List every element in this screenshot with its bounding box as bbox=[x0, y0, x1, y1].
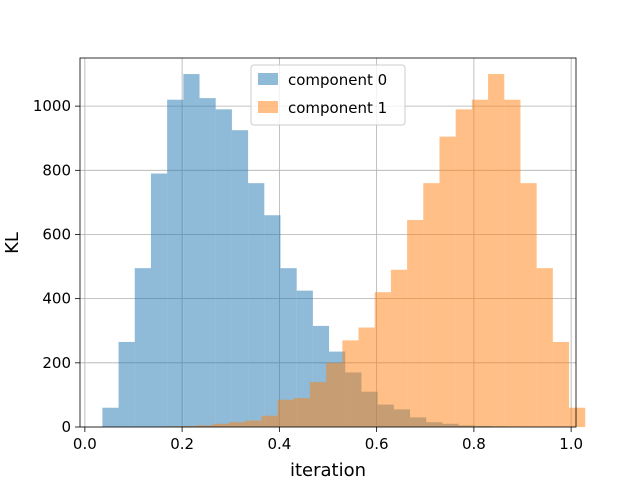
histogram-bar-component-1 bbox=[488, 74, 504, 427]
histogram-bar-component-0 bbox=[102, 408, 118, 427]
histogram-bar-component-1 bbox=[440, 137, 456, 427]
y-tick-label: 1000 bbox=[33, 97, 71, 115]
legend-label-component-1: component 1 bbox=[288, 99, 387, 117]
histogram-bar-component-1 bbox=[569, 408, 585, 427]
histogram-bar-component-0 bbox=[248, 183, 264, 427]
histogram-bar-component-1 bbox=[326, 363, 342, 427]
histogram-bar-component-1 bbox=[359, 328, 375, 427]
x-tick-label: 0.8 bbox=[462, 435, 486, 453]
histogram-bar-component-1 bbox=[553, 342, 569, 427]
histogram-bar-component-0 bbox=[216, 109, 232, 427]
histogram-bar-component-1 bbox=[245, 421, 261, 427]
histogram-bar-component-1 bbox=[472, 100, 488, 427]
y-tick-label: 600 bbox=[42, 225, 71, 243]
histogram-bar-component-1 bbox=[375, 292, 391, 427]
histogram-bar-component-1 bbox=[423, 183, 439, 427]
histogram-bar-component-1 bbox=[342, 340, 358, 427]
y-tick-label: 400 bbox=[42, 290, 71, 308]
x-tick-label: 0.4 bbox=[267, 435, 291, 453]
y-tick-label: 800 bbox=[42, 161, 71, 179]
legend-label-component-0: component 0 bbox=[288, 71, 387, 89]
y-tick-label: 0 bbox=[61, 418, 71, 436]
legend: component 0 component 1 bbox=[251, 65, 405, 125]
histogram-bar-component-0 bbox=[232, 130, 248, 427]
legend-swatch-component-0 bbox=[258, 73, 278, 85]
histogram-bar-component-0 bbox=[167, 100, 183, 427]
histogram-bar-component-1 bbox=[278, 400, 294, 427]
x-tick-label: 1.0 bbox=[559, 435, 583, 453]
histogram-bar-component-1 bbox=[456, 109, 472, 427]
histogram-bar-component-1 bbox=[520, 183, 536, 427]
histogram-bar-component-0 bbox=[151, 174, 167, 427]
histogram-bar-component-0 bbox=[135, 268, 151, 427]
x-tick-label: 0.0 bbox=[73, 435, 97, 453]
x-tick-label: 0.2 bbox=[170, 435, 194, 453]
histogram-bar-component-0 bbox=[264, 215, 280, 427]
y-tick-label: 200 bbox=[42, 354, 71, 372]
histogram-bar-component-0 bbox=[119, 342, 135, 427]
x-axis-label: iteration bbox=[290, 460, 366, 480]
histogram-bar-component-1 bbox=[537, 268, 553, 427]
histogram-bar-component-1 bbox=[229, 422, 245, 427]
x-axis-ticks: 0.0 0.2 0.4 0.6 0.8 1.0 bbox=[73, 427, 583, 453]
y-axis-ticks: 0 200 400 600 800 1000 bbox=[33, 97, 80, 436]
histogram-bar-component-1 bbox=[310, 382, 326, 427]
histogram-bar-component-1 bbox=[294, 398, 310, 427]
histogram-bar-component-1 bbox=[391, 270, 407, 427]
histogram-bar-component-0 bbox=[200, 98, 216, 427]
x-tick-label: 0.6 bbox=[365, 435, 389, 453]
y-axis-label: KL bbox=[2, 232, 23, 254]
histogram-bar-component-1 bbox=[213, 424, 229, 427]
histogram-bar-component-1 bbox=[261, 416, 277, 427]
histogram-bar-component-1 bbox=[407, 220, 423, 427]
legend-swatch-component-1 bbox=[258, 101, 278, 113]
histogram-bar-component-0 bbox=[183, 74, 199, 427]
histogram-bar-component-1 bbox=[504, 100, 520, 427]
